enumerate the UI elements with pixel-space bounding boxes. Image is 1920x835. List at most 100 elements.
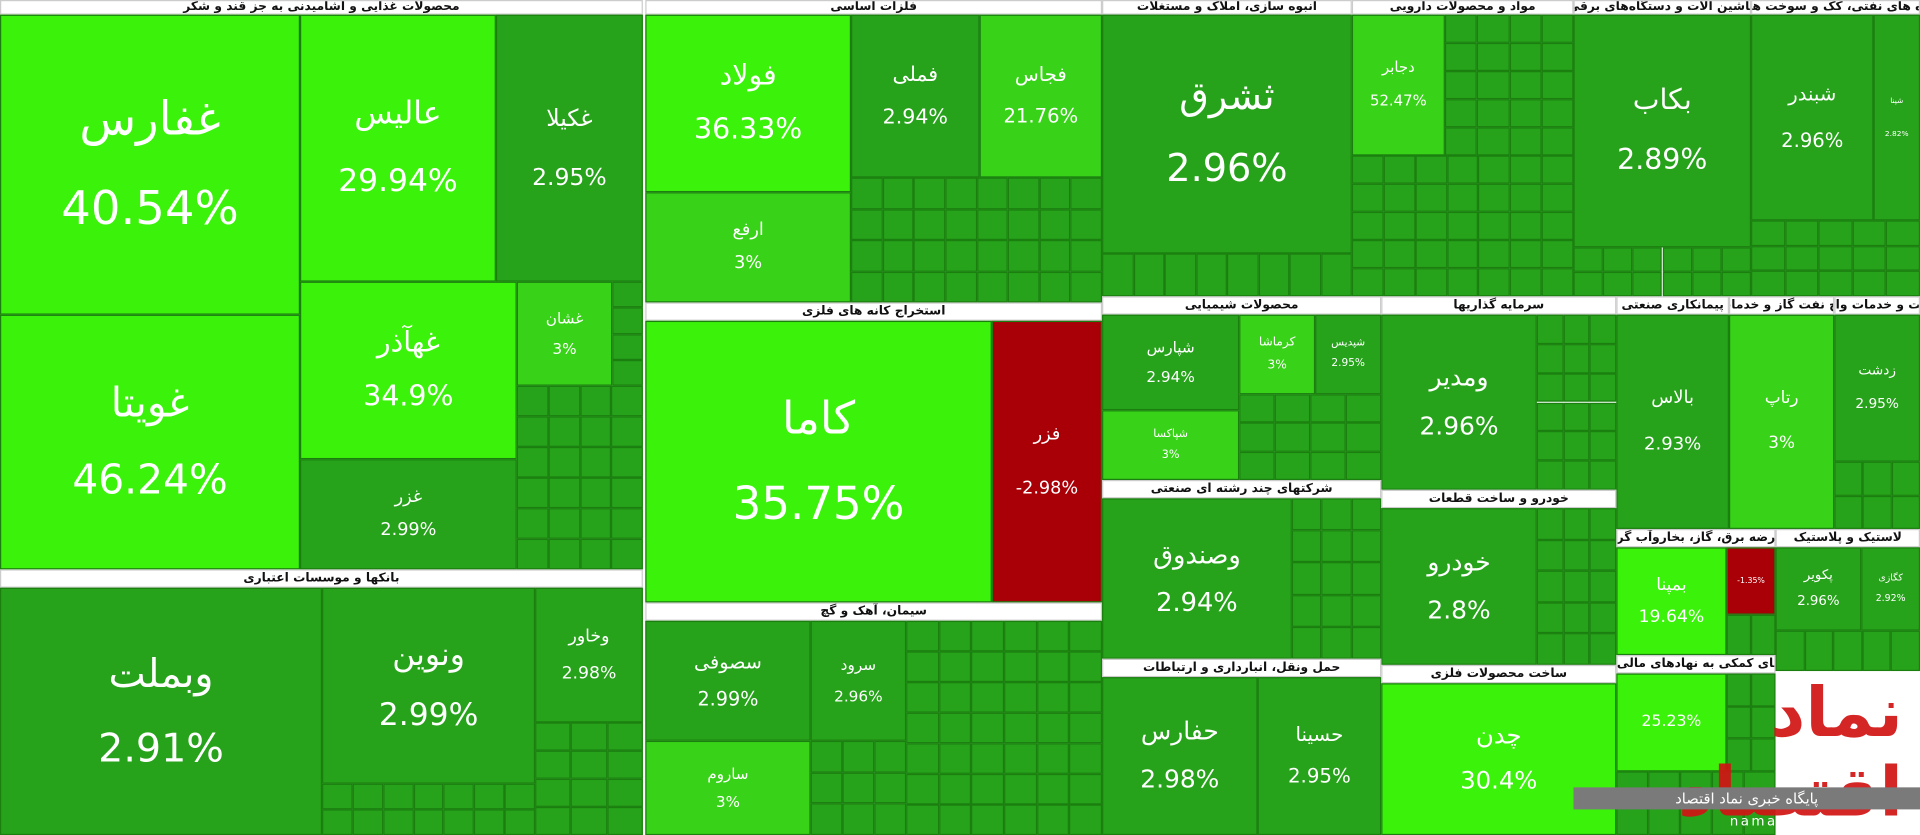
sector-title: ماشین آلات و دستگاه‌های برقی (1573, 0, 1752, 15)
small-tile (1541, 42, 1574, 72)
stock-symbol: خودرو (1427, 547, 1491, 577)
stock-tile: ساروم 3% (645, 740, 811, 835)
small-tile (1834, 461, 1863, 496)
stock-change: 3% (1161, 449, 1180, 462)
small-tile (1691, 247, 1722, 272)
small-tile (1510, 155, 1542, 184)
stock-change: 35.75% (732, 477, 905, 530)
stock-tile: کاما 35.75% (645, 320, 992, 603)
small-tile (1446, 183, 1479, 212)
small-tile (906, 712, 939, 744)
small-tile (1321, 626, 1352, 659)
sector-title: فرآورده های نفتی، کک و سوخت هسته ای (1751, 0, 1920, 15)
small-tile (1415, 183, 1447, 212)
small-tile (971, 773, 1005, 805)
stock-change: 29.94% (338, 162, 458, 200)
stock-symbol: کاما (782, 391, 856, 445)
small-tile (1536, 373, 1564, 403)
small-tile (612, 307, 643, 334)
stock-change: 3% (715, 793, 740, 811)
small-tile (1536, 402, 1564, 432)
small-tile (1589, 570, 1617, 603)
small-tile (1886, 271, 1920, 297)
stock-tile: فملی 2.94% (851, 14, 980, 178)
small-tile (474, 783, 505, 810)
small-tile (1351, 268, 1384, 297)
small-tile (938, 620, 972, 652)
small-tile (1563, 570, 1590, 603)
stock-symbol: فملی (892, 61, 939, 86)
small-tile (443, 783, 475, 810)
small-tile (1415, 268, 1447, 297)
stock-tile: کرماشا 3% (1239, 314, 1316, 395)
small-tile (1477, 127, 1510, 156)
stock-change: 2.96% (1166, 147, 1288, 192)
small-tile (1536, 570, 1564, 603)
small-tile (1603, 271, 1633, 297)
small-tile (1784, 245, 1819, 271)
small-tile (1383, 211, 1416, 241)
small-tile (548, 416, 580, 447)
small-tile (1291, 626, 1322, 659)
sector-title: محصولات شیمیایی (1102, 296, 1382, 315)
watermark-tagline: پایگاه خبری نماد اقتصاد (1573, 787, 1920, 810)
small-tile (1383, 155, 1416, 184)
small-tile (516, 385, 549, 417)
small-tile (1351, 562, 1382, 595)
small-tile (611, 508, 643, 539)
small-tile (1541, 268, 1574, 297)
small-tile (1321, 498, 1352, 531)
small-tile (882, 271, 914, 303)
small-tile (1509, 127, 1542, 156)
sector-title: استخراج کانه های فلزی (645, 302, 1103, 321)
small-tile (382, 809, 414, 835)
stock-symbol: غویتا (110, 378, 190, 427)
watermark: نماد اقتصاد پایگاه خبری نماد اقتصاد nama… (1573, 671, 1920, 835)
small-tile (1862, 495, 1892, 529)
small-tile (611, 538, 643, 570)
small-tile (474, 809, 505, 835)
small-tile (516, 446, 549, 478)
small-tile (874, 803, 907, 835)
small-tile (1069, 651, 1103, 683)
small-tile (938, 651, 972, 683)
small-tile (1291, 594, 1322, 627)
stock-symbol: وبملت (108, 649, 214, 697)
small-tile (1852, 271, 1887, 297)
stock-change: 2.96% (1781, 128, 1844, 152)
small-tile (1351, 211, 1384, 241)
sector-title: فعالیتهای کمکی به نهادهای مالی واسط (1616, 655, 1776, 674)
stock-symbol: شبندر (1788, 81, 1837, 105)
small-tile (1478, 240, 1511, 269)
sector-title: شرکتهای چند رشته ای صنعتی (1102, 480, 1382, 499)
small-tile (579, 477, 612, 509)
small-tile (1536, 539, 1564, 571)
small-tile (1004, 682, 1037, 713)
small-tile (516, 477, 549, 509)
small-tile (1833, 630, 1863, 672)
small-tile (1239, 394, 1275, 423)
small-tile (1039, 177, 1071, 209)
small-tile (1478, 211, 1511, 241)
stock-symbol: غزر (394, 487, 423, 507)
stock-change: 2.99% (378, 696, 479, 733)
small-tile (1007, 208, 1040, 241)
small-tile (971, 620, 1005, 652)
small-tile (1563, 314, 1590, 344)
small-tile (1804, 630, 1834, 672)
small-tile (945, 208, 977, 241)
small-tile (606, 750, 643, 779)
small-tile (1541, 211, 1574, 241)
small-tile (1886, 245, 1920, 271)
small-tile (1351, 183, 1384, 212)
small-tile (1444, 71, 1478, 100)
small-tile (1351, 155, 1384, 184)
stock-symbol: چدن (1475, 720, 1522, 750)
stock-change: 25.23% (1641, 712, 1702, 731)
small-tile (1751, 614, 1776, 656)
small-tile (571, 750, 607, 779)
small-tile (1258, 253, 1290, 297)
stock-change: 34.9% (363, 379, 454, 413)
small-tile (1563, 539, 1590, 571)
